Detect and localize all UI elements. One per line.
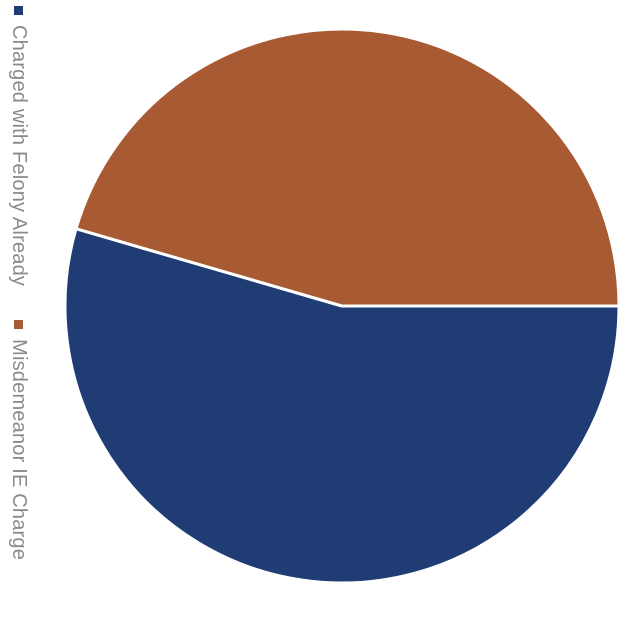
legend-swatch-felony (14, 6, 23, 15)
legend-item-felony: Charged with Felony Already (7, 6, 30, 286)
pie-slice-charged-with-felony-already (63, 227, 621, 585)
legend-swatch-misdemeanor (14, 320, 23, 330)
pie-slices (63, 27, 621, 585)
legend-label-felony: Charged with Felony Already (8, 25, 30, 287)
legend-item-misdemeanor: Misdemeanor IE Charge (7, 320, 30, 560)
legend-label-misdemeanor: Misdemeanor IE Charge (8, 339, 30, 561)
pie-slice-misdemeanor-ie-charge (74, 27, 621, 308)
legend: Charged with Felony Already Misdemeanor … (7, 6, 30, 560)
